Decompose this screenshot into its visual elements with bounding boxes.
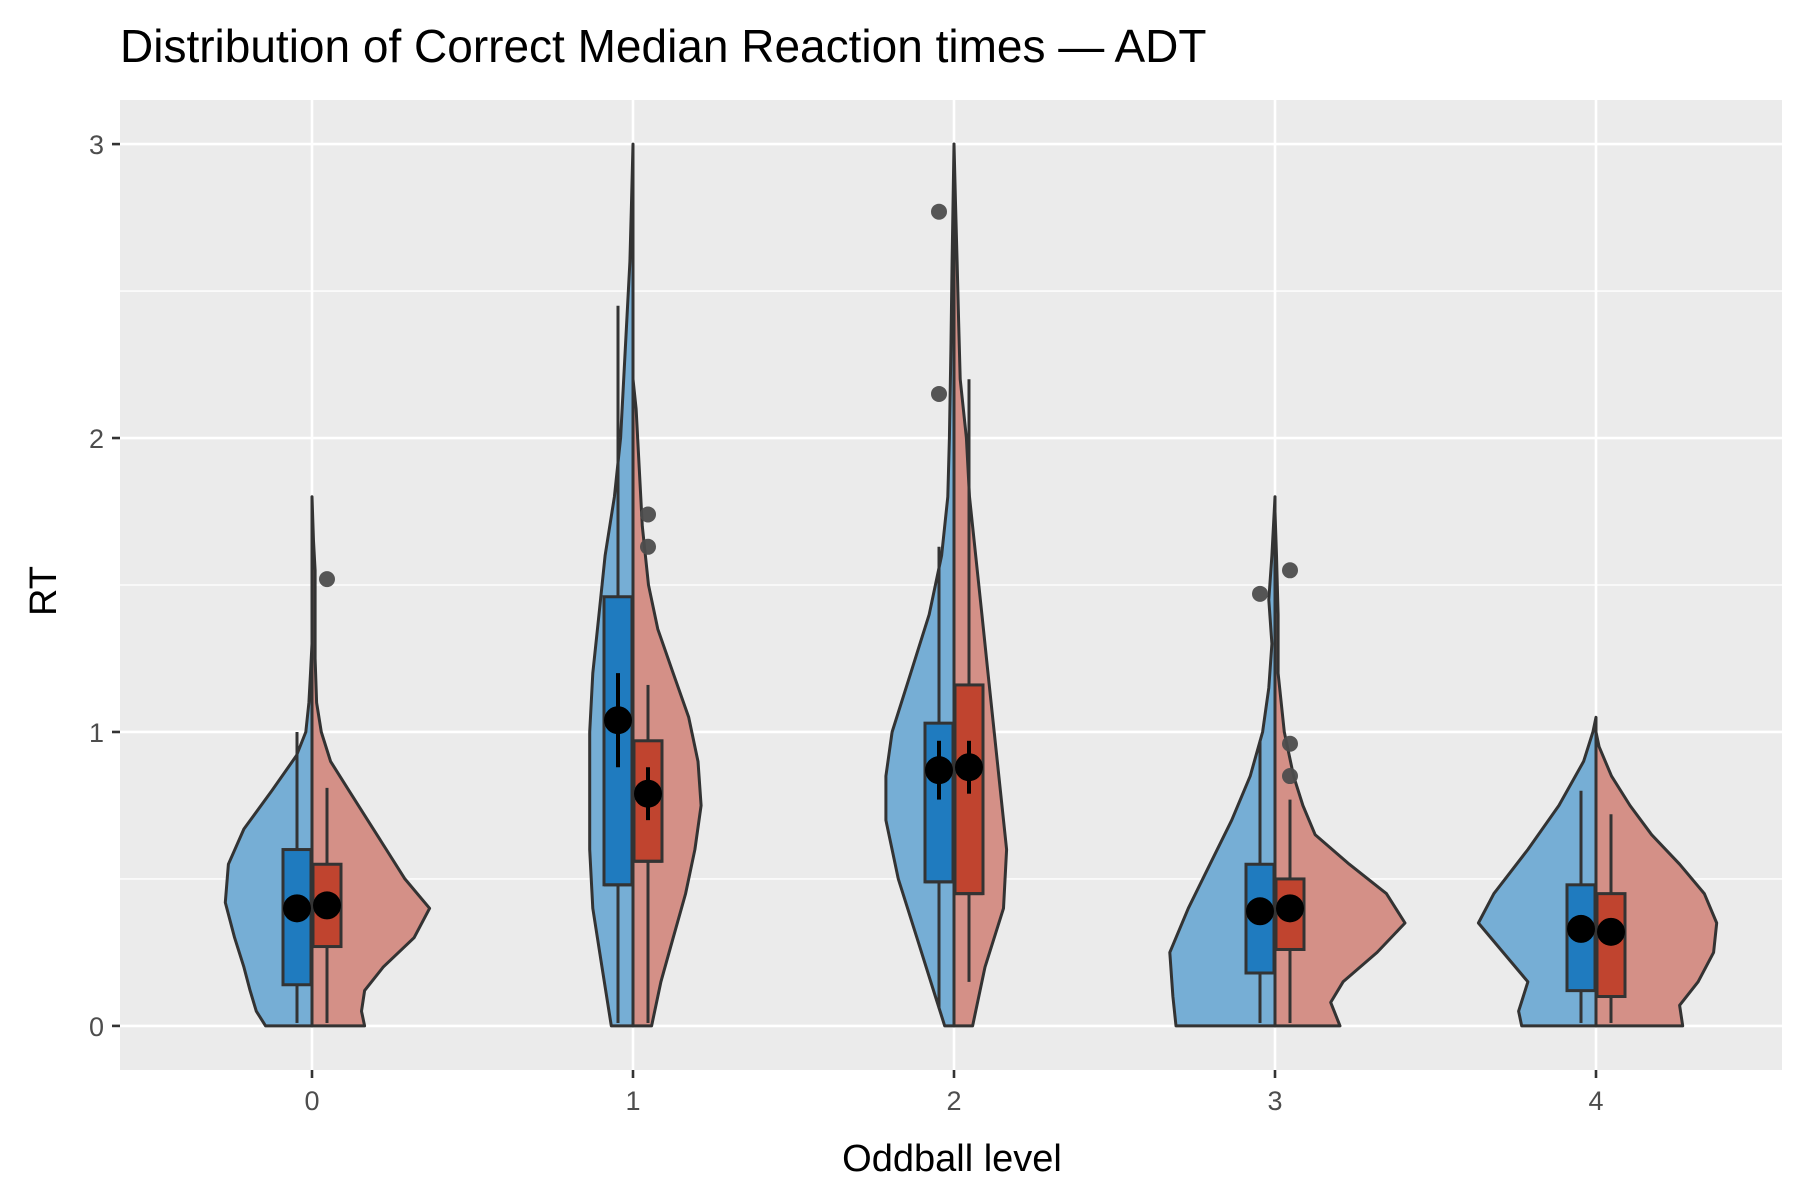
y-axis-title: RT (23, 566, 65, 616)
y-tick-label-2: 2 (89, 424, 104, 454)
outlier-left-2-0 (931, 385, 947, 402)
outlier-right-1-0 (640, 538, 656, 555)
x-tick-label-2: 2 (946, 1086, 961, 1116)
mean-point-left-1 (604, 706, 632, 735)
x-axis-title: Oddball level (842, 1138, 1062, 1180)
y-tick-label-0: 0 (89, 1012, 104, 1042)
chart-title: Distribution of Correct Median Reaction … (120, 20, 1207, 72)
violin-right-3 (1273, 510, 1407, 1028)
y-tick-label-3: 3 (89, 130, 104, 160)
mean-point-right-1 (634, 779, 662, 808)
mean-point-left-2 (925, 756, 953, 785)
outlier-right-1-1 (640, 506, 656, 523)
mean-point-right-0 (313, 891, 341, 920)
mean-point-left-0 (283, 894, 311, 923)
outlier-right-0-0 (319, 571, 335, 588)
x-tick-label-0: 0 (304, 1086, 319, 1116)
x-tick-label-4: 4 (1588, 1086, 1603, 1116)
axes: 0 1 2 3 0 1 2 3 4 (89, 130, 1604, 1116)
mean-point-right-4 (1597, 917, 1625, 946)
violin-right-1 (631, 377, 703, 1028)
mean-point-left-4 (1567, 914, 1595, 943)
outlier-right-3-2 (1282, 562, 1298, 579)
x-tick-label-1: 1 (625, 1086, 640, 1116)
mean-point-left-3 (1246, 897, 1274, 926)
mean-point-right-2 (955, 753, 983, 782)
outlier-right-3-1 (1282, 735, 1298, 752)
outlier-left-2-1 (931, 203, 947, 220)
outlier-left-3-0 (1252, 585, 1268, 602)
mean-point-right-3 (1276, 894, 1304, 923)
outlier-right-3-0 (1282, 768, 1298, 785)
x-tick-label-3: 3 (1267, 1086, 1282, 1116)
y-tick-label-1: 1 (89, 718, 104, 748)
points (283, 203, 1625, 946)
